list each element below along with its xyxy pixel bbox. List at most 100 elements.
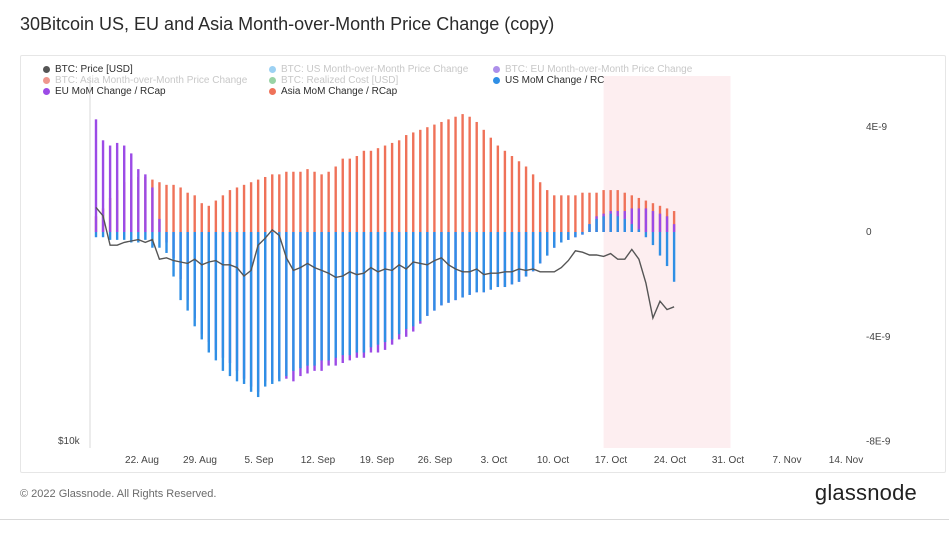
asia-bar (553, 195, 556, 232)
us-bar (581, 232, 584, 235)
asia-bar (503, 150, 507, 232)
us-bar (397, 232, 401, 335)
asia-bar (278, 174, 281, 232)
asia-bar (172, 184, 175, 232)
us-bar (242, 232, 246, 384)
us-bar (405, 232, 408, 329)
us-bar (235, 232, 239, 382)
us-bar (658, 232, 662, 256)
asia-bar (602, 190, 605, 232)
us-bar (369, 232, 373, 348)
eu-bar (94, 119, 98, 232)
us-bar (531, 232, 535, 272)
us-bar (672, 232, 676, 282)
asia-bar (249, 182, 253, 232)
asia-bar (489, 137, 492, 232)
eu-bar (630, 208, 633, 232)
us-bar (461, 232, 464, 298)
us-bar (538, 232, 542, 264)
eu-bar (144, 174, 147, 232)
legend-swatch (43, 88, 50, 95)
legend-label: BTC: Price [USD] (55, 64, 133, 75)
asia-bar (341, 158, 344, 232)
eu-bar (137, 169, 140, 232)
asia-bar (369, 150, 373, 232)
us-bar (137, 232, 140, 243)
asia-bar (214, 200, 218, 232)
us-bar (355, 232, 359, 353)
us-bar (644, 232, 648, 238)
x-tick-label: 7. Nov (773, 455, 802, 466)
asia-bar (299, 171, 302, 232)
us-bar (567, 232, 570, 240)
us-bar (482, 232, 485, 293)
asia-bar (454, 116, 457, 232)
us-bar (546, 232, 549, 256)
legend-item-us-mom-price-change[interactable]: BTC: US Month-over-Month Price Change (269, 64, 468, 75)
asia-bar (531, 174, 535, 232)
legend-swatch (43, 66, 50, 73)
legend-label: BTC: Asia Month-over-Month Price Change (55, 75, 248, 86)
us-bar (665, 232, 669, 267)
us-bar (123, 232, 126, 240)
us-bar (383, 232, 387, 343)
eu-bar (101, 140, 105, 232)
us-bar (510, 232, 514, 285)
us-bar (320, 232, 323, 361)
legend-item-eu-mom-price-change[interactable]: BTC: EU Month-over-Month Price Change (493, 64, 692, 75)
us-bar (419, 232, 422, 322)
x-tick-label: 17. Oct (595, 455, 627, 466)
y-right-tick-label: 4E-9 (866, 122, 888, 133)
us-bar (313, 232, 316, 366)
asia-bar (447, 119, 450, 232)
eu-bar (158, 218, 161, 232)
us-bar (341, 232, 344, 356)
asia-bar (264, 176, 267, 232)
eu-bar (644, 208, 648, 232)
legend-swatch (493, 77, 500, 84)
asia-bar (546, 190, 549, 232)
legend-swatch (269, 66, 276, 73)
us-bar (390, 232, 394, 340)
legend-label: BTC: EU Month-over-Month Price Change (505, 64, 693, 75)
eu-bar (151, 187, 154, 232)
us-bar (207, 232, 210, 353)
asia-bar (581, 192, 584, 232)
asia-bar (362, 150, 366, 232)
legend-item-asia-mom-price-change[interactable]: BTC: Asia Month-over-Month Price Change (43, 75, 247, 86)
asia-bar (355, 156, 359, 232)
x-tick-label: 5. Sep (245, 455, 274, 466)
asia-bar (574, 195, 577, 232)
legend-item-realized-cost[interactable]: BTC: Realized Cost [USD] (269, 75, 398, 86)
us-bar (412, 232, 415, 327)
us-bar (306, 232, 309, 366)
legend-item-btc-price[interactable]: BTC: Price [USD] (43, 64, 133, 75)
legend-item-us-mom-rcap[interactable]: US MoM Change / RCap (493, 75, 616, 86)
us-bar (115, 232, 119, 240)
asia-bar (482, 129, 485, 232)
us-bar (454, 232, 457, 301)
eu-bar (115, 142, 119, 232)
us-bar (468, 232, 471, 295)
us-bar (496, 232, 500, 288)
legend-swatch (269, 77, 276, 84)
asia-bar (595, 192, 598, 232)
asia-bar (165, 184, 168, 232)
us-bar (447, 232, 450, 303)
us-bar (489, 232, 492, 290)
legend-item-asia-mom-rcap[interactable]: Asia MoM Change / RCap (269, 86, 397, 97)
asia-bar (390, 142, 394, 232)
x-tick-label: 10. Oct (537, 455, 569, 466)
legend-item-eu-mom-rcap[interactable]: EU MoM Change / RCap (43, 86, 166, 97)
us-bar (271, 232, 274, 384)
us-bar (524, 232, 528, 277)
us-bar (334, 232, 337, 358)
x-tick-label: 31. Oct (712, 455, 744, 466)
us-bar (144, 232, 147, 240)
asia-bar (538, 182, 542, 232)
asia-bar (376, 148, 380, 232)
us-bar (426, 232, 429, 316)
asia-bar (334, 166, 337, 232)
legend-label: BTC: Realized Cost [USD] (281, 75, 399, 86)
us-bar (475, 232, 478, 293)
